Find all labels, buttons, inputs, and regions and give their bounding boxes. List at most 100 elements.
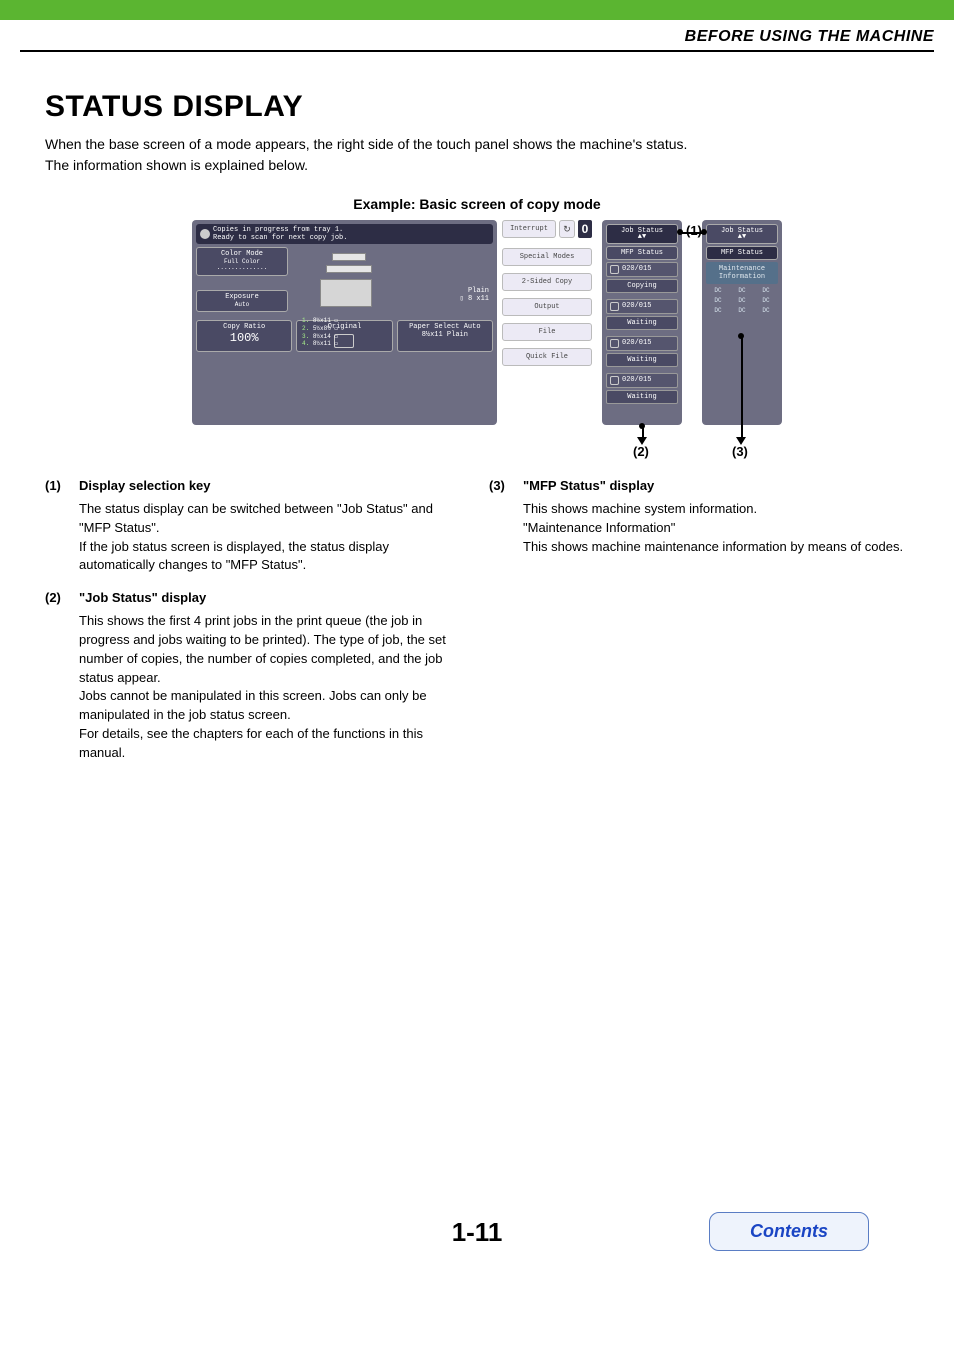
color-mode-button[interactable]: Color Mode Full Color .............. xyxy=(196,247,288,276)
item2-body: This shows the first 4 print jobs in the… xyxy=(79,612,465,763)
callout-line xyxy=(741,335,743,439)
intro-line: The information shown is explained below… xyxy=(45,155,909,176)
left-button-col: Color Mode Full Color .............. Exp… xyxy=(196,247,288,316)
item3-head: (3) "MFP Status" display xyxy=(489,477,909,496)
quick-file-button[interactable]: Quick File xyxy=(502,348,592,366)
dots: .............. xyxy=(201,265,283,272)
job-state: Waiting xyxy=(606,353,678,367)
job-count: 020/015 xyxy=(622,265,651,273)
job-row: 020/015 xyxy=(606,336,678,351)
item2-head: (2) "Job Status" display xyxy=(45,589,465,608)
title-strip: Copies in progress from tray 1. Ready to… xyxy=(196,224,493,244)
title: "MFP Status" display xyxy=(523,477,654,496)
copy-ratio-button[interactable]: Copy Ratio 100% xyxy=(196,320,292,352)
footer: Contents xyxy=(45,1212,909,1262)
job-state: Copying xyxy=(606,279,678,293)
intro-text: When the base screen of a mode appears, … xyxy=(45,134,909,176)
l1: Maintenance xyxy=(719,265,765,273)
callout-dot xyxy=(677,229,683,235)
callout-2-label: (2) xyxy=(633,444,649,459)
dc-row: DCDCDC xyxy=(706,297,778,304)
l2: 8½x11 xyxy=(422,331,443,339)
descriptions: (1) Display selection key The status dis… xyxy=(45,477,909,777)
callout-1-label: (1) xyxy=(686,223,702,238)
l3: Plain xyxy=(447,331,468,339)
tray-list: 1. 8½x11 ▭ 2. 5½x8½ ▭ 3. 8½x14 ▭ 4. 8½x1… xyxy=(302,317,338,348)
value: 100% xyxy=(199,332,289,345)
job-state: Waiting xyxy=(606,390,678,404)
l1: Plain xyxy=(468,287,489,295)
item3-body: This shows machine system information. "… xyxy=(523,500,909,557)
title-l1: Copies in progress from tray 1. xyxy=(213,226,343,234)
section-header: BEFORE USING THE MACHINE xyxy=(20,28,934,52)
job-row: 020/015 xyxy=(606,262,678,277)
title-text: Copies in progress from tray 1. Ready to… xyxy=(213,226,347,242)
dc-row: DCDCDC xyxy=(706,307,778,314)
example-caption: Example: Basic screen of copy mode xyxy=(45,196,909,212)
num: (2) xyxy=(45,589,79,608)
callout-3-label: (3) xyxy=(732,444,748,459)
callout-dot xyxy=(639,423,645,429)
num: (3) xyxy=(489,477,523,496)
tray-row: 2. 5½x8½ ▭ xyxy=(302,325,338,333)
l2: 8 x11 xyxy=(468,295,489,303)
label: Exposure xyxy=(225,293,259,301)
callout-dot xyxy=(701,229,707,235)
interrupt-row: Interrupt ↻ 0 xyxy=(502,220,592,238)
title-l2: Ready to scan for next copy job. xyxy=(213,234,347,242)
job-icon xyxy=(610,302,619,311)
title: Display selection key xyxy=(79,477,211,496)
job-row: 020/015 xyxy=(606,373,678,388)
updown-icon: ▲▼ xyxy=(607,235,677,241)
updown-icon: ▲▼ xyxy=(707,235,777,241)
output-button[interactable]: Output xyxy=(502,298,592,316)
label: Copy Ratio xyxy=(223,323,265,331)
job-icon xyxy=(610,265,619,274)
counter-display: 0 xyxy=(578,220,592,238)
mock-wrap: Copies in progress from tray 1. Ready to… xyxy=(45,220,909,455)
callout-dot xyxy=(738,333,744,339)
job-status-tab[interactable]: Job Status ▲▼ xyxy=(606,224,678,244)
contents-button[interactable]: Contents xyxy=(709,1212,869,1251)
label: Color Mode xyxy=(221,250,263,258)
special-modes-button[interactable]: Special Modes xyxy=(502,248,592,266)
intro-line: When the base screen of a mode appears, … xyxy=(45,134,909,155)
tray-row: 4. 8½x11 ▭ xyxy=(302,340,338,348)
desc-col-left: (1) Display selection key The status dis… xyxy=(45,477,465,777)
desc-col-right: (3) "MFP Status" display This shows mach… xyxy=(489,477,909,777)
plain-label: Plain ▯ 8 x11 xyxy=(460,287,489,304)
printer-icon xyxy=(200,229,210,239)
item1-head: (1) Display selection key xyxy=(45,477,465,496)
item1-body: The status display can be switched betwe… xyxy=(79,500,465,575)
job-status-panel: Job Status ▲▼ MFP Status 020/015 Copying… xyxy=(602,220,682,425)
l2: Information xyxy=(719,273,765,281)
2sided-copy-button[interactable]: 2-Sided Copy xyxy=(502,273,592,291)
bottom-button-row: Copy Ratio 100% Original Paper Select Au… xyxy=(196,320,493,352)
interrupt-button[interactable]: Interrupt xyxy=(502,220,556,238)
num: (1) xyxy=(45,477,79,496)
job-count: 020/015 xyxy=(622,339,651,347)
page-title: STATUS DISPLAY xyxy=(45,90,909,124)
dc-row: DCDCDC xyxy=(706,287,778,294)
right-light-col: Interrupt ↻ 0 Special Modes 2-Sided Copy… xyxy=(502,220,592,373)
job-status-tab-alt[interactable]: Job Status ▲▼ xyxy=(706,224,778,244)
job-state: Waiting xyxy=(606,316,678,330)
refresh-button[interactable]: ↻ xyxy=(559,220,575,238)
paper-stack-icon xyxy=(316,253,371,308)
job-icon xyxy=(610,339,619,348)
paper-select-button[interactable]: Paper Select Auto 8½x11 Plain xyxy=(397,320,493,352)
page-icon: ▯ xyxy=(460,295,468,303)
file-button[interactable]: File xyxy=(502,323,592,341)
mfp-status-tab[interactable]: MFP Status xyxy=(606,246,678,260)
top-accent-bar xyxy=(0,0,954,20)
job-icon xyxy=(610,376,619,385)
mock: Copies in progress from tray 1. Ready to… xyxy=(192,220,762,455)
job-count: 020/015 xyxy=(622,376,651,384)
mfp-status-tab-alt[interactable]: MFP Status xyxy=(706,246,778,260)
exposure-button[interactable]: Exposure Auto xyxy=(196,290,288,312)
job-row: 020/015 xyxy=(606,299,678,314)
sub: Auto xyxy=(201,302,283,309)
tray-illustration: Plain ▯ 8 x11 1. 8½x11 ▭ 2. 5½x8½ ▭ 3. 8… xyxy=(292,247,493,316)
tray-row: 3. 8½x14 ▭ xyxy=(302,333,338,341)
copy-main-panel: Copies in progress from tray 1. Ready to… xyxy=(192,220,497,425)
